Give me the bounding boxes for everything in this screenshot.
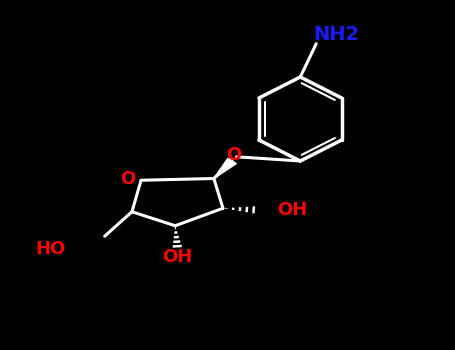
Text: OH: OH xyxy=(278,201,308,219)
Polygon shape xyxy=(214,159,236,178)
Text: NH2: NH2 xyxy=(313,26,360,44)
Text: OH: OH xyxy=(162,248,192,266)
Text: O: O xyxy=(226,146,242,164)
Text: O: O xyxy=(120,169,135,188)
Text: HO: HO xyxy=(36,239,66,258)
